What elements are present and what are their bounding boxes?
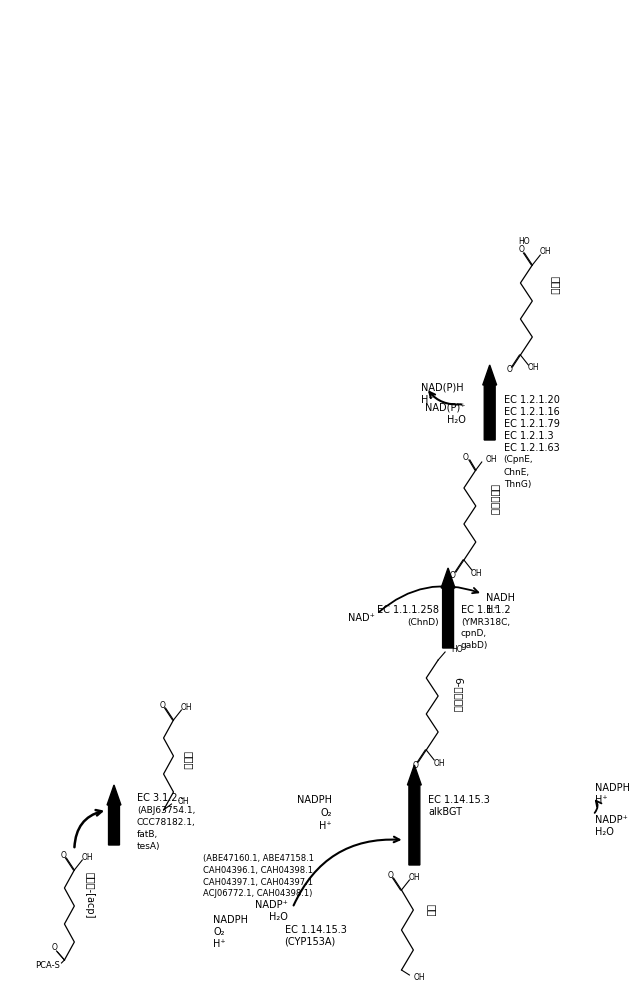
Text: NADPH: NADPH xyxy=(297,795,332,805)
Text: 己二酸: 己二酸 xyxy=(550,276,560,294)
Text: OH: OH xyxy=(181,702,192,712)
Text: CAH04397.1, CAH04397.1: CAH04397.1, CAH04397.1 xyxy=(204,878,313,886)
Text: ACJ06772.1, CAH04398.1): ACJ06772.1, CAH04398.1) xyxy=(204,890,313,898)
Text: O: O xyxy=(463,452,469,462)
Text: NAD(P)H: NAD(P)H xyxy=(421,383,464,393)
Text: NADPH: NADPH xyxy=(595,783,630,793)
Text: 己酸: 己酸 xyxy=(426,904,436,916)
Text: OH: OH xyxy=(539,247,551,256)
Text: 6-羟基己酸: 6-羟基己酸 xyxy=(453,677,463,713)
Text: H⁺: H⁺ xyxy=(213,939,226,949)
Text: EC 1.14.15.3: EC 1.14.15.3 xyxy=(285,925,346,935)
Text: O: O xyxy=(412,760,419,770)
Text: NAD⁺: NAD⁺ xyxy=(348,613,375,623)
Text: O: O xyxy=(519,245,524,254)
Text: H⁺: H⁺ xyxy=(595,795,607,805)
Text: OH: OH xyxy=(177,798,189,806)
Text: EC 1.14.15.3: EC 1.14.15.3 xyxy=(428,795,490,805)
Text: OH: OH xyxy=(528,363,539,372)
Text: O₂: O₂ xyxy=(320,808,332,818)
Text: O: O xyxy=(388,870,394,880)
Text: OH: OH xyxy=(413,972,425,982)
Text: (ABJ63754.1,: (ABJ63754.1, xyxy=(137,806,195,815)
Polygon shape xyxy=(441,568,455,648)
Text: OH: OH xyxy=(486,454,498,464)
Text: EC 1.2.1.79: EC 1.2.1.79 xyxy=(503,419,560,429)
Polygon shape xyxy=(408,765,421,865)
Text: HO: HO xyxy=(451,645,463,654)
Text: EC 1.2.1.20: EC 1.2.1.20 xyxy=(503,395,560,405)
Text: (ChnD): (ChnD) xyxy=(408,617,439,626)
Text: OH: OH xyxy=(82,852,93,861)
Text: O: O xyxy=(507,365,512,374)
Text: PCA-S: PCA-S xyxy=(34,960,59,970)
Text: 己二酸半醛: 己二酸半醛 xyxy=(491,484,501,516)
Text: (CYP153A): (CYP153A) xyxy=(285,937,336,947)
Text: EC 1.1.1.2: EC 1.1.1.2 xyxy=(461,605,510,615)
Text: H⁺: H⁺ xyxy=(421,395,434,405)
Text: H⁺: H⁺ xyxy=(486,605,498,615)
Text: alkBGT: alkBGT xyxy=(428,807,463,817)
Text: EC 1.1.1.258: EC 1.1.1.258 xyxy=(377,605,439,615)
Text: OH: OH xyxy=(433,758,445,768)
Polygon shape xyxy=(483,365,496,440)
Text: EC 1.2.1.3: EC 1.2.1.3 xyxy=(503,431,553,441)
Text: CCC78182.1,: CCC78182.1, xyxy=(137,818,196,827)
Text: NADPH: NADPH xyxy=(213,915,248,925)
Text: (ABE47160.1, ABE47158.1: (ABE47160.1, ABE47158.1 xyxy=(204,854,315,862)
Text: NAD(P)⁺: NAD(P)⁺ xyxy=(426,403,466,413)
Text: NADP⁺: NADP⁺ xyxy=(595,815,628,825)
Text: NADH: NADH xyxy=(486,593,515,603)
Text: 己酰酰-[acp]: 己酰酰-[acp] xyxy=(84,872,94,918)
Text: OH: OH xyxy=(471,568,482,578)
Text: H⁺: H⁺ xyxy=(320,821,332,831)
Text: H₂O: H₂O xyxy=(269,912,288,922)
Text: NADP⁺: NADP⁺ xyxy=(255,900,288,910)
Text: tesA): tesA) xyxy=(137,842,160,851)
Text: cpnD,: cpnD, xyxy=(461,630,487,639)
Text: ThnG): ThnG) xyxy=(503,480,531,488)
Text: 己二酸: 己二酸 xyxy=(183,751,193,769)
Text: O: O xyxy=(160,700,165,710)
Text: fatB,: fatB, xyxy=(137,830,158,839)
Text: CAH04396.1, CAH04398.1: CAH04396.1, CAH04398.1 xyxy=(204,865,313,874)
Text: O₂: O₂ xyxy=(213,927,225,937)
Text: H₂O: H₂O xyxy=(447,415,466,425)
Text: O: O xyxy=(61,850,66,859)
Text: (CpnE,: (CpnE, xyxy=(503,456,533,464)
Text: EC 1.2.1.63: EC 1.2.1.63 xyxy=(503,443,560,453)
Text: ChnE,: ChnE, xyxy=(503,468,530,477)
Polygon shape xyxy=(107,785,121,845)
Text: O: O xyxy=(52,942,57,952)
Text: H₂O: H₂O xyxy=(595,827,614,837)
Text: EC 3.1.2.-: EC 3.1.2.- xyxy=(137,793,184,803)
Text: EC 1.2.1.16: EC 1.2.1.16 xyxy=(503,407,560,417)
Text: HO: HO xyxy=(519,236,530,245)
Text: gabD): gabD) xyxy=(461,642,488,650)
Text: O: O xyxy=(450,570,456,580)
Text: (YMR318C,: (YMR318C, xyxy=(461,617,510,626)
Text: OH: OH xyxy=(408,872,420,882)
